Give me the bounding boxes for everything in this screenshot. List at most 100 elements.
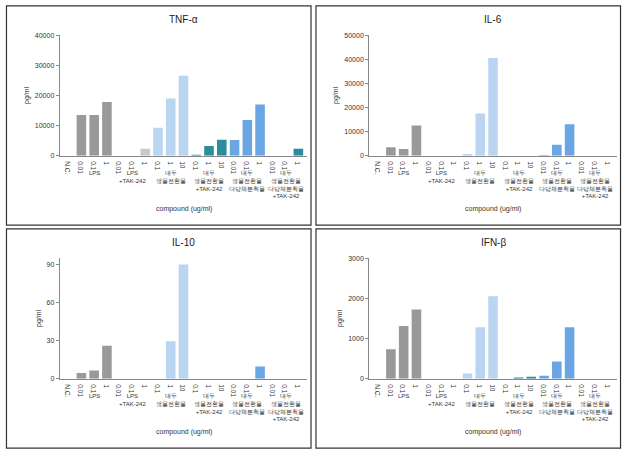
svg-text:LPS: LPS — [89, 170, 100, 176]
svg-text:LPS+TAK-242: LPS+TAK-242 — [428, 393, 455, 407]
svg-text:0.01: 0.01 — [269, 384, 276, 397]
svg-text:40000: 40000 — [344, 56, 364, 63]
svg-text:1: 1 — [141, 161, 148, 165]
svg-text:대두생물전환물다당체분획물+TAK-242: 대두생물전환물다당체분획물+TAK-242 — [577, 393, 613, 422]
svg-text:1: 1 — [412, 384, 419, 388]
svg-text:10: 10 — [489, 161, 496, 169]
svg-text:0.1: 0.1 — [399, 384, 406, 393]
svg-text:0.01: 0.01 — [540, 161, 547, 174]
svg-text:LPS+TAK-242: LPS+TAK-242 — [119, 393, 146, 407]
svg-text:대두생물전환물다당체분획물: 대두생물전환물다당체분획물 — [229, 393, 265, 415]
svg-text:10000: 10000 — [35, 122, 55, 129]
svg-text:대두생물전환물다당체분획물: 대두생물전환물다당체분획물 — [539, 393, 575, 415]
svg-text:10: 10 — [527, 384, 534, 392]
svg-text:compound (ug/ml): compound (ug/ml) — [465, 428, 521, 436]
svg-text:0: 0 — [360, 152, 364, 159]
svg-text:1: 1 — [205, 161, 212, 165]
svg-text:compound (ug/ml): compound (ug/ml) — [156, 428, 212, 436]
svg-text:2000: 2000 — [348, 295, 364, 302]
svg-text:10: 10 — [179, 161, 186, 169]
svg-text:0.1: 0.1 — [438, 384, 445, 393]
svg-text:30000: 30000 — [35, 62, 55, 69]
svg-text:30: 30 — [47, 337, 55, 344]
svg-text:1: 1 — [565, 161, 572, 165]
svg-text:0.1: 0.1 — [553, 161, 560, 170]
svg-text:0.1: 0.1 — [154, 384, 161, 393]
svg-text:1: 1 — [167, 384, 174, 388]
svg-text:0.1: 0.1 — [90, 384, 97, 393]
svg-text:20000: 20000 — [344, 104, 364, 111]
svg-text:1: 1 — [294, 384, 301, 388]
svg-text:0.1: 0.1 — [281, 384, 288, 393]
svg-text:0.01: 0.01 — [230, 161, 237, 174]
svg-text:1: 1 — [205, 384, 212, 388]
svg-text:N.C.: N.C. — [374, 161, 381, 174]
svg-text:0: 0 — [50, 152, 54, 159]
svg-text:0.1: 0.1 — [463, 161, 470, 170]
svg-text:대두생물전환물다당체분획물: 대두생물전환물다당체분획물 — [539, 170, 575, 192]
svg-text:30000: 30000 — [344, 80, 364, 87]
svg-text:대두생물전환물: 대두생물전환물 — [156, 170, 186, 184]
svg-text:pg/ml: pg/ml — [35, 309, 43, 327]
svg-text:0.1: 0.1 — [154, 161, 161, 170]
svg-text:대두생물전환물: 대두생물전환물 — [465, 393, 495, 407]
svg-text:0.1: 0.1 — [281, 161, 288, 170]
svg-text:0.01: 0.01 — [578, 384, 585, 397]
svg-text:LPS: LPS — [89, 393, 100, 399]
svg-text:1: 1 — [514, 384, 521, 388]
svg-text:0.1: 0.1 — [502, 161, 509, 170]
svg-text:0.01: 0.01 — [425, 161, 432, 174]
svg-text:1: 1 — [167, 161, 174, 165]
svg-text:1: 1 — [565, 384, 572, 388]
svg-text:LPS: LPS — [398, 170, 409, 176]
svg-text:대두생물전환물: 대두생물전환물 — [465, 170, 495, 184]
svg-text:N.C.: N.C. — [64, 161, 71, 174]
svg-text:LPS+TAK-242: LPS+TAK-242 — [428, 170, 455, 184]
svg-text:대두생물전환물+TAK-242: 대두생물전환물+TAK-242 — [194, 393, 224, 415]
svg-text:0.01: 0.01 — [77, 384, 84, 397]
svg-text:10: 10 — [218, 161, 225, 169]
svg-text:0.01: 0.01 — [387, 161, 394, 174]
svg-text:compound (ug/ml): compound (ug/ml) — [156, 205, 212, 213]
svg-text:0.1: 0.1 — [192, 384, 199, 393]
svg-text:1: 1 — [103, 384, 110, 388]
svg-text:20000: 20000 — [35, 92, 55, 99]
svg-text:0: 0 — [360, 375, 364, 382]
svg-text:0.1: 0.1 — [553, 384, 560, 393]
svg-text:LPS: LPS — [398, 393, 409, 399]
svg-text:1: 1 — [103, 161, 110, 165]
svg-text:대두생물전환물+TAK-242: 대두생물전환물+TAK-242 — [504, 170, 534, 192]
svg-text:0.01: 0.01 — [115, 161, 122, 174]
svg-text:10: 10 — [527, 161, 534, 169]
svg-text:0.01: 0.01 — [540, 384, 547, 397]
svg-text:N.C.: N.C. — [64, 384, 71, 397]
svg-text:1: 1 — [604, 161, 611, 165]
svg-text:0.01: 0.01 — [425, 384, 432, 397]
svg-text:1: 1 — [256, 384, 263, 388]
svg-text:0.1: 0.1 — [591, 161, 598, 170]
svg-text:1: 1 — [604, 384, 611, 388]
svg-text:1: 1 — [476, 384, 483, 388]
svg-text:0.1: 0.1 — [463, 384, 470, 393]
svg-text:대두생물전환물+TAK-242: 대두생물전환물+TAK-242 — [194, 170, 224, 192]
svg-text:1: 1 — [450, 161, 457, 165]
svg-text:1: 1 — [450, 384, 457, 388]
svg-text:0: 0 — [50, 375, 54, 382]
svg-text:pg/ml: pg/ml — [336, 309, 344, 327]
svg-text:대두생물전환물다당체분획물: 대두생물전환물다당체분획물 — [229, 170, 265, 192]
svg-text:1: 1 — [256, 161, 263, 165]
svg-text:0.01: 0.01 — [387, 384, 394, 397]
svg-text:대두생물전환물: 대두생물전환물 — [156, 393, 186, 407]
svg-text:compound (ug/ml): compound (ug/ml) — [465, 205, 521, 213]
svg-text:N.C.: N.C. — [374, 384, 381, 397]
svg-text:60: 60 — [47, 299, 55, 306]
svg-text:50000: 50000 — [344, 32, 364, 39]
svg-text:0.01: 0.01 — [578, 161, 585, 174]
svg-text:pg/ml: pg/ml — [23, 86, 31, 104]
svg-text:1: 1 — [476, 161, 483, 165]
svg-text:0.1: 0.1 — [399, 161, 406, 170]
svg-text:0.1: 0.1 — [243, 161, 250, 170]
svg-text:0.1: 0.1 — [243, 384, 250, 393]
svg-text:10000: 10000 — [344, 128, 364, 135]
svg-text:IFN-β: IFN-β — [481, 237, 506, 248]
